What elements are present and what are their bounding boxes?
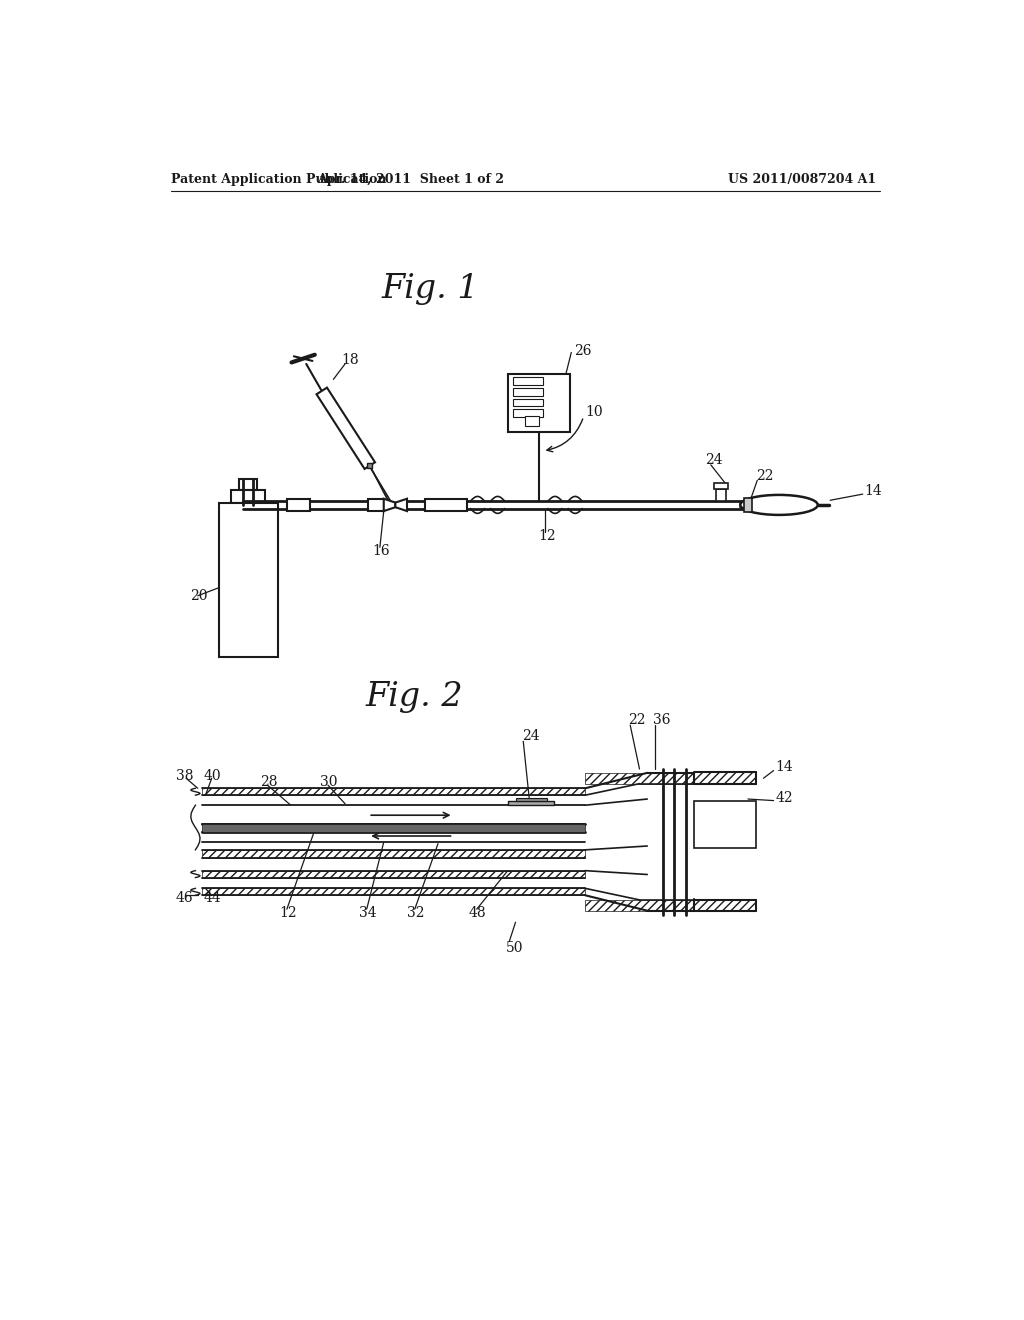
Text: Fig. 2: Fig. 2	[366, 681, 464, 713]
Bar	[716, 488, 726, 502]
Text: 12: 12	[539, 529, 556, 543]
Text: 42: 42	[775, 791, 793, 804]
Bar	[239, 479, 257, 490]
Bar	[693, 801, 756, 849]
Text: 32: 32	[407, 906, 425, 920]
Polygon shape	[316, 388, 375, 469]
Text: 22: 22	[628, 714, 645, 727]
Text: 40: 40	[203, 770, 221, 783]
Text: 46: 46	[176, 891, 194, 904]
Text: 28: 28	[260, 775, 278, 789]
Bar	[231, 490, 265, 503]
Bar	[524, 416, 539, 425]
Bar	[202, 788, 586, 795]
Bar	[508, 800, 554, 805]
Bar	[508, 374, 569, 432]
Bar	[714, 483, 728, 488]
Bar	[287, 499, 310, 511]
Bar	[515, 797, 547, 800]
Text: 34: 34	[359, 906, 377, 920]
Bar	[513, 409, 543, 417]
Bar	[202, 888, 586, 895]
Text: 12: 12	[280, 906, 297, 920]
Polygon shape	[384, 499, 395, 511]
Bar	[744, 498, 752, 512]
Bar	[693, 772, 756, 784]
Text: 38: 38	[176, 770, 194, 783]
Bar	[693, 900, 756, 911]
Bar	[219, 503, 278, 657]
Text: 26: 26	[573, 345, 591, 358]
Text: 16: 16	[372, 544, 390, 558]
Bar	[202, 850, 586, 858]
Text: 14: 14	[775, 760, 793, 774]
Text: 10: 10	[586, 405, 603, 420]
Text: 18: 18	[341, 354, 358, 367]
Bar	[202, 871, 586, 878]
Bar	[513, 378, 543, 385]
Text: Apr. 14, 2011  Sheet 1 of 2: Apr. 14, 2011 Sheet 1 of 2	[317, 173, 505, 186]
Text: 36: 36	[653, 714, 671, 727]
Text: US 2011/0087204 A1: US 2011/0087204 A1	[728, 173, 877, 186]
Bar	[425, 499, 467, 511]
Text: 50: 50	[506, 941, 523, 954]
Polygon shape	[395, 499, 407, 511]
Text: 22: 22	[756, 469, 773, 483]
Bar	[586, 774, 693, 784]
Bar	[202, 825, 586, 832]
Text: 30: 30	[321, 775, 338, 789]
Bar	[368, 463, 372, 469]
Text: 24: 24	[521, 729, 540, 743]
Ellipse shape	[740, 495, 818, 515]
Text: 24: 24	[706, 453, 723, 467]
Bar	[586, 900, 693, 911]
Text: 20: 20	[190, 589, 208, 603]
Text: Fig. 1: Fig. 1	[381, 273, 479, 305]
Bar	[369, 499, 384, 511]
Text: 48: 48	[469, 906, 486, 920]
Text: 44: 44	[203, 891, 221, 904]
Text: Patent Application Publication: Patent Application Publication	[171, 173, 386, 186]
Bar	[513, 399, 543, 407]
Bar	[513, 388, 543, 396]
Text: 14: 14	[864, 484, 882, 498]
